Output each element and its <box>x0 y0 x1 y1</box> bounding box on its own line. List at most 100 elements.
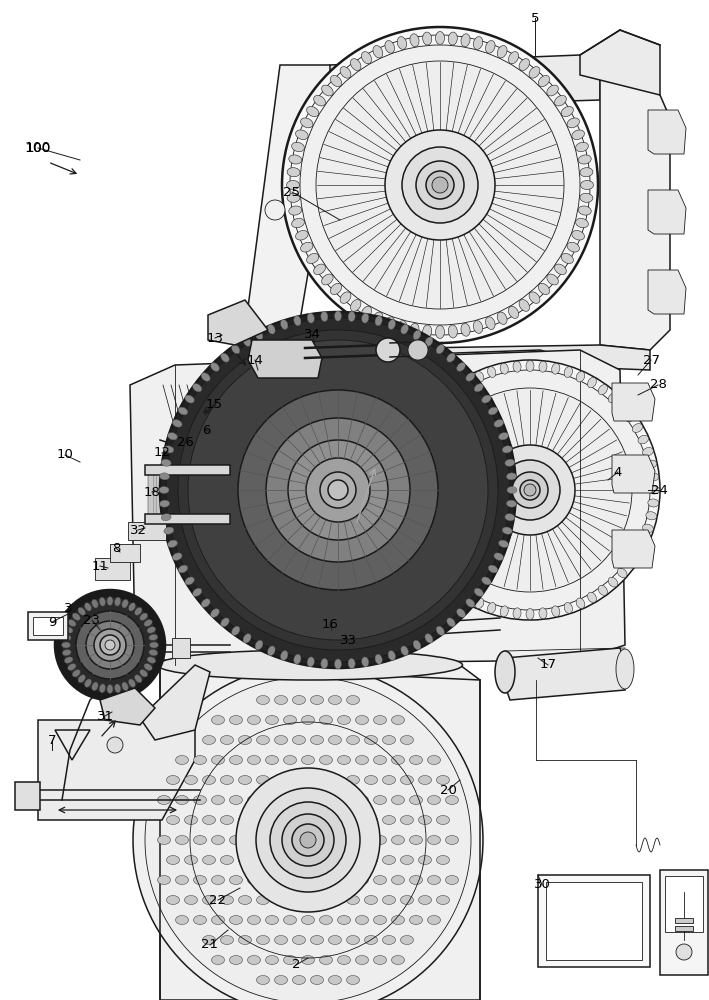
Bar <box>660 870 708 975</box>
Ellipse shape <box>410 876 423 884</box>
Ellipse shape <box>362 306 372 318</box>
Ellipse shape <box>211 756 225 764</box>
Ellipse shape <box>167 540 177 547</box>
Ellipse shape <box>291 218 304 228</box>
Ellipse shape <box>505 514 515 521</box>
Ellipse shape <box>255 330 263 340</box>
Ellipse shape <box>149 650 158 656</box>
Ellipse shape <box>410 916 423 924</box>
Bar <box>546 882 642 960</box>
Ellipse shape <box>203 856 216 864</box>
Ellipse shape <box>284 716 296 724</box>
Ellipse shape <box>311 816 323 824</box>
Ellipse shape <box>442 577 452 587</box>
Ellipse shape <box>220 618 229 627</box>
Ellipse shape <box>107 596 113 605</box>
Polygon shape <box>335 350 615 638</box>
Ellipse shape <box>220 353 229 362</box>
Ellipse shape <box>436 345 445 354</box>
Ellipse shape <box>488 367 496 377</box>
Ellipse shape <box>374 796 386 804</box>
Ellipse shape <box>364 896 377 904</box>
Ellipse shape <box>495 651 515 693</box>
Ellipse shape <box>391 916 405 924</box>
Ellipse shape <box>144 620 152 626</box>
Ellipse shape <box>72 613 80 620</box>
Ellipse shape <box>230 716 242 724</box>
Ellipse shape <box>347 856 359 864</box>
Text: 24: 24 <box>651 484 667 496</box>
Ellipse shape <box>330 75 342 87</box>
Ellipse shape <box>243 634 251 643</box>
Text: 2: 2 <box>291 958 300 972</box>
Ellipse shape <box>194 796 206 804</box>
Bar <box>172 638 190 658</box>
Ellipse shape <box>474 321 483 333</box>
Ellipse shape <box>178 407 188 415</box>
Bar <box>220 470 226 515</box>
Text: 13: 13 <box>206 332 223 344</box>
Ellipse shape <box>475 371 484 382</box>
Bar <box>538 875 650 967</box>
Ellipse shape <box>506 500 516 507</box>
Bar <box>204 470 210 515</box>
Ellipse shape <box>320 716 333 724</box>
Ellipse shape <box>122 682 128 691</box>
Circle shape <box>178 330 498 650</box>
Polygon shape <box>580 30 660 95</box>
Polygon shape <box>648 190 686 234</box>
Ellipse shape <box>320 956 333 964</box>
Ellipse shape <box>347 936 359 944</box>
Ellipse shape <box>632 424 642 432</box>
Circle shape <box>676 944 692 960</box>
Ellipse shape <box>91 599 98 608</box>
Ellipse shape <box>185 395 194 403</box>
Ellipse shape <box>581 180 593 190</box>
Bar <box>196 470 202 515</box>
Ellipse shape <box>391 876 405 884</box>
Ellipse shape <box>265 876 279 884</box>
Ellipse shape <box>78 675 85 683</box>
Ellipse shape <box>220 896 233 904</box>
Ellipse shape <box>311 936 323 944</box>
Ellipse shape <box>211 916 225 924</box>
Ellipse shape <box>220 936 233 944</box>
Ellipse shape <box>201 373 210 381</box>
Ellipse shape <box>564 603 572 613</box>
Bar <box>212 470 218 515</box>
Ellipse shape <box>519 59 530 71</box>
Ellipse shape <box>508 52 518 64</box>
Circle shape <box>320 472 356 508</box>
Ellipse shape <box>203 776 216 784</box>
Ellipse shape <box>519 299 530 311</box>
Ellipse shape <box>447 618 455 627</box>
Ellipse shape <box>608 393 618 403</box>
Ellipse shape <box>447 353 455 362</box>
Circle shape <box>86 621 134 669</box>
Ellipse shape <box>489 407 498 415</box>
Ellipse shape <box>337 916 350 924</box>
Ellipse shape <box>220 736 233 744</box>
Circle shape <box>76 611 144 679</box>
Text: 25: 25 <box>284 186 301 198</box>
Ellipse shape <box>350 299 361 311</box>
Ellipse shape <box>588 377 596 388</box>
Ellipse shape <box>172 553 182 560</box>
Ellipse shape <box>247 956 260 964</box>
Ellipse shape <box>507 487 517 493</box>
Text: 8: 8 <box>112 542 121 554</box>
Ellipse shape <box>265 756 279 764</box>
Ellipse shape <box>311 976 323 984</box>
Ellipse shape <box>176 836 189 844</box>
Text: 100: 100 <box>25 141 51 155</box>
Ellipse shape <box>486 41 495 53</box>
Circle shape <box>188 340 488 640</box>
Ellipse shape <box>457 609 465 617</box>
Ellipse shape <box>257 936 269 944</box>
Ellipse shape <box>157 650 462 680</box>
Ellipse shape <box>410 836 423 844</box>
Ellipse shape <box>335 659 342 669</box>
Ellipse shape <box>238 936 252 944</box>
Ellipse shape <box>178 565 188 573</box>
Polygon shape <box>208 300 268 345</box>
